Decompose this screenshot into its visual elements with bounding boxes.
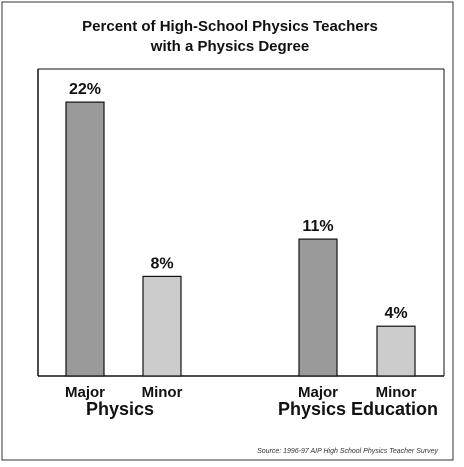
labels-layer: 22% Major 8% Minor 11% Major 4% Minor	[65, 81, 417, 401]
group-label-physics-education: Physics Education	[278, 399, 438, 419]
value-label-1: 22%	[69, 81, 101, 98]
category-label-1: Major	[65, 384, 105, 401]
chart-title-line-2: with a Physics Degree	[150, 38, 309, 55]
plot-area	[37, 68, 445, 377]
bar-3	[298, 238, 338, 377]
value-label-2: 8%	[150, 255, 173, 272]
bar-4	[376, 325, 416, 377]
category-label-4: Minor	[376, 384, 417, 401]
chart-title-line-1: Percent of High-School Physics Teachers	[82, 18, 378, 35]
bar-1	[65, 101, 105, 377]
category-label-2: Minor	[142, 384, 183, 401]
value-label-3: 11%	[302, 218, 333, 235]
bars-layer	[65, 101, 416, 377]
bar-2	[142, 275, 182, 377]
source-note: Source: 1996-97 AIP High School Physics …	[257, 448, 438, 455]
group-label-physics: Physics	[86, 399, 154, 419]
value-label-4: 4%	[384, 305, 407, 322]
category-label-3: Major	[298, 384, 338, 401]
